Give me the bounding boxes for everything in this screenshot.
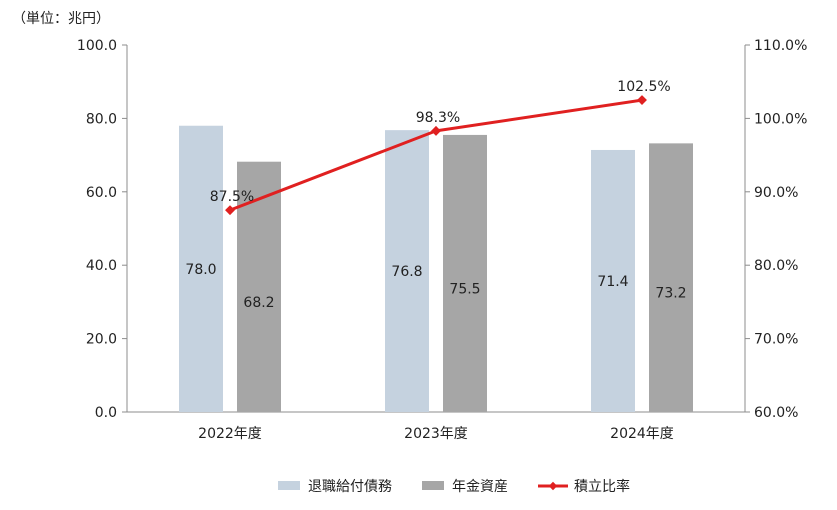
left-tick-label: 100.0 bbox=[77, 38, 117, 54]
bar-data-label: 76.8 bbox=[391, 264, 422, 280]
x-tick-label: 2024年度 bbox=[610, 426, 674, 442]
left-tick-label: 40.0 bbox=[86, 258, 117, 274]
bar-obligation bbox=[591, 149, 635, 412]
legend-swatch-ratio-marker bbox=[548, 481, 558, 491]
left-tick-label: 0.0 bbox=[95, 405, 117, 421]
left-tick-label: 20.0 bbox=[86, 332, 117, 348]
bar-data-label: 71.4 bbox=[597, 274, 628, 290]
bar-data-label: 68.2 bbox=[243, 295, 274, 311]
right-tick-label: 90.0% bbox=[754, 185, 798, 201]
bar-obligation bbox=[179, 125, 223, 413]
bar-data-label: 75.5 bbox=[449, 281, 480, 297]
line-data-label: 102.5% bbox=[617, 79, 670, 95]
funding-ratio-point bbox=[225, 205, 235, 216]
line-data-label: 87.5% bbox=[210, 189, 254, 205]
x-tick-label: 2023年度 bbox=[404, 426, 468, 442]
legend-swatch-assets bbox=[422, 481, 444, 490]
legend-label: 退職給付債務 bbox=[308, 479, 392, 495]
bar-data-label: 78.0 bbox=[185, 262, 216, 278]
unit-label: （単位：兆円） bbox=[12, 11, 110, 27]
bar-assets bbox=[649, 143, 693, 412]
right-tick-label: 100.0% bbox=[754, 111, 807, 127]
legend-label: 年金資産 bbox=[452, 479, 508, 495]
right-tick-label: 80.0% bbox=[754, 258, 798, 274]
bar-assets bbox=[443, 134, 487, 413]
left-tick-label: 80.0 bbox=[86, 111, 117, 127]
left-tick-label: 60.0 bbox=[86, 185, 117, 201]
right-tick-label: 110.0% bbox=[754, 38, 807, 54]
right-tick-label: 70.0% bbox=[754, 332, 798, 348]
bar-data-label: 73.2 bbox=[655, 286, 686, 302]
line-data-label: 98.3% bbox=[416, 110, 460, 126]
bar-obligation bbox=[385, 130, 429, 413]
legend-swatch-obligation bbox=[278, 481, 300, 490]
x-tick-label: 2022年度 bbox=[198, 426, 262, 442]
funding-ratio-point bbox=[637, 95, 647, 105]
funding-ratio-point bbox=[431, 125, 441, 136]
right-tick-label: 60.0% bbox=[754, 405, 798, 421]
legend-label: 積立比率 bbox=[574, 478, 630, 495]
